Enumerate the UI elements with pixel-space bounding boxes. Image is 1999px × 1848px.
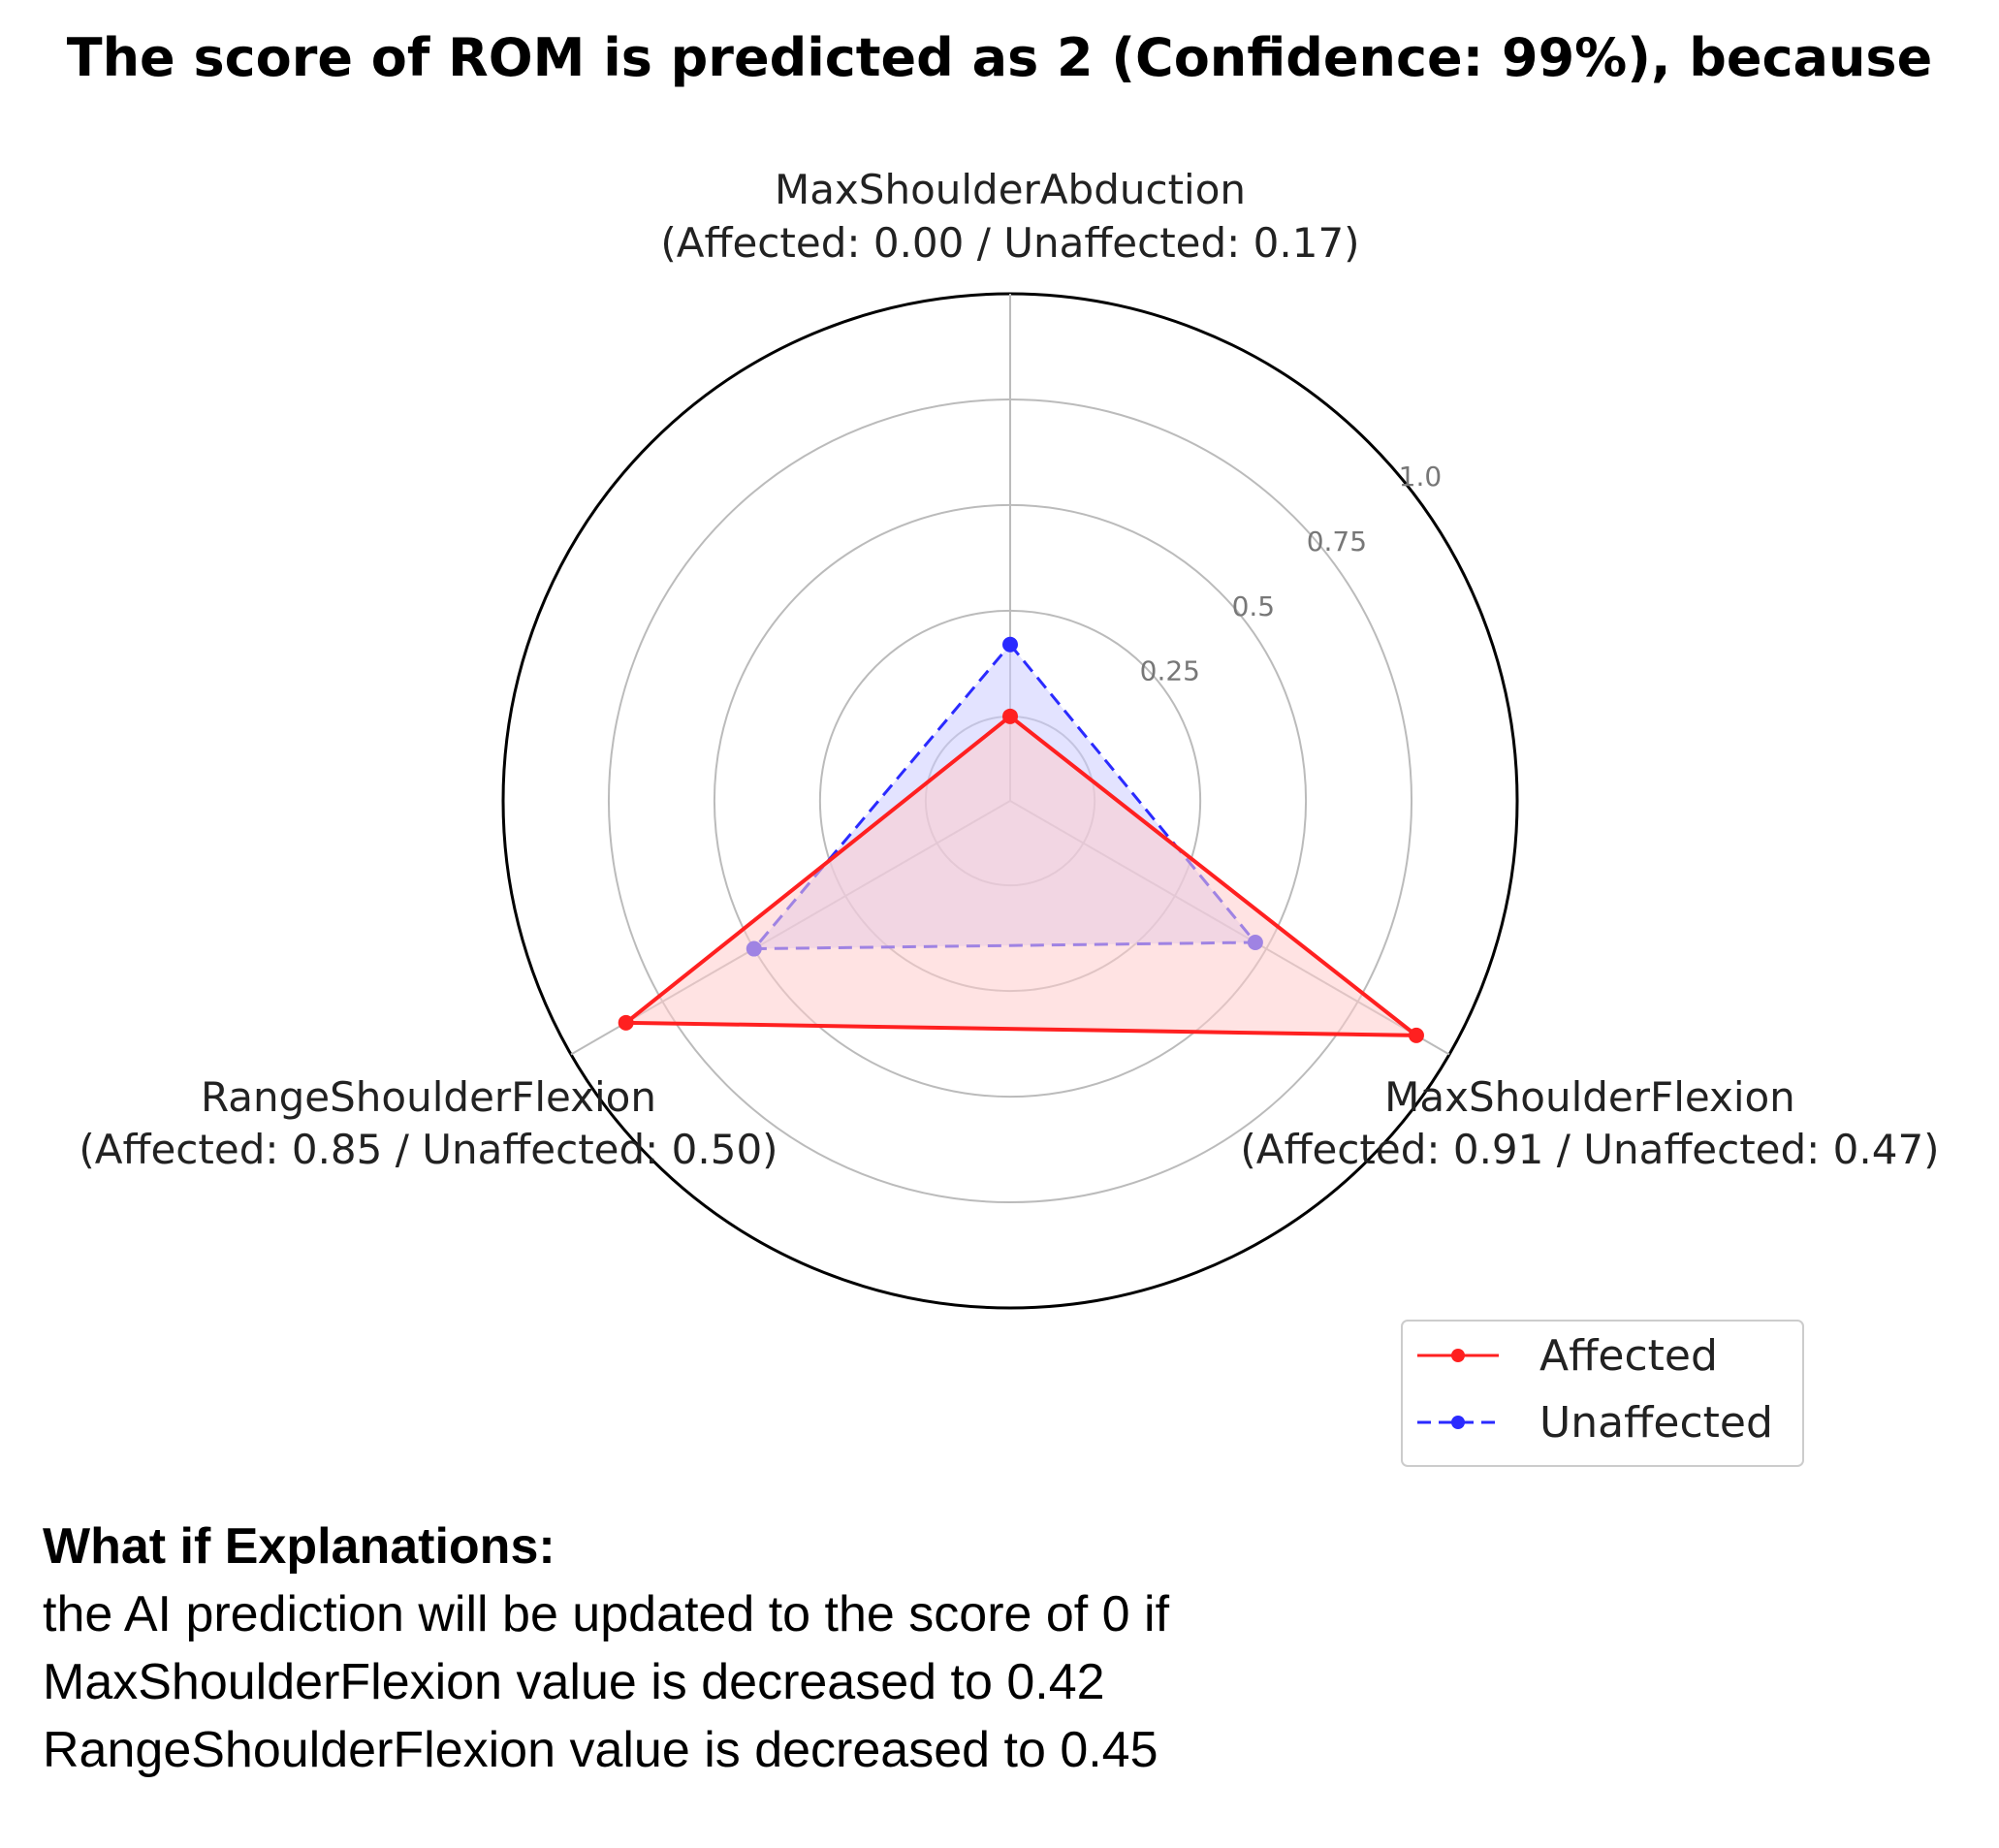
chart-title: The score of ROM is predicted as 2 (Conf…	[67, 27, 1932, 88]
series-point-affected-2	[618, 1014, 634, 1031]
axis-name-2: RangeShoulderFlexion	[201, 1073, 656, 1121]
radar-series	[618, 636, 1424, 1043]
radar-tick-label-0: 0.25	[1140, 655, 1200, 687]
radar-tick-label-1: 0.5	[1232, 590, 1276, 622]
series-fill-affected	[625, 716, 1416, 1036]
axis-detail-2: (Affected: 0.85 / Unaffected: 0.50)	[79, 1126, 777, 1173]
series-line-affected	[620, 714, 1422, 1037]
explanation-heading: What if Explanations:	[43, 1518, 555, 1575]
radar-tick-label-2: 0.75	[1307, 526, 1367, 558]
explanation-line-1: the AI prediction will be updated to the…	[43, 1586, 1170, 1642]
axis-label-max-shoulder-flexion: MaxShoulderFlexion (Affected: 0.91 / Una…	[1240, 1073, 1939, 1173]
axis-label-max-shoulder-abduction: MaxShoulderAbduction (Affected: 0.00 / U…	[660, 166, 1359, 267]
explanation-line-3: RangeShoulderFlexion value is decreased …	[43, 1722, 1158, 1778]
legend-label-affected: Affected	[1539, 1331, 1718, 1381]
radar-chart: The score of ROM is predicted as 2 (Conf…	[67, 27, 1940, 1467]
legend-marker-unaffected	[1451, 1416, 1465, 1429]
series-line-unaffected	[750, 642, 1259, 951]
axis-label-range-shoulder-flexion: RangeShoulderFlexion (Affected: 0.85 / U…	[79, 1073, 777, 1173]
series-point-unaffected-0	[1002, 636, 1018, 653]
series-point-affected-1	[1408, 1027, 1424, 1043]
what-if-explanation: What if Explanations: the AI prediction …	[43, 1513, 1933, 1784]
radar-tick-label-3: 1.0	[1399, 461, 1443, 493]
axis-name-0: MaxShoulderAbduction	[775, 166, 1246, 213]
radar-ticks: 0.25 0.5 0.75 1.0	[1140, 461, 1443, 687]
legend-label-unaffected: Unaffected	[1539, 1398, 1773, 1448]
legend: Affected Unaffected	[1401, 1320, 1804, 1467]
series-point-affected-0	[1002, 708, 1018, 724]
legend-marker-affected	[1451, 1349, 1465, 1362]
axis-detail-0: (Affected: 0.00 / Unaffected: 0.17)	[660, 219, 1359, 267]
axis-detail-1: (Affected: 0.91 / Unaffected: 0.47)	[1240, 1126, 1939, 1173]
axis-name-1: MaxShoulderFlexion	[1384, 1073, 1795, 1121]
legend-box	[1401, 1320, 1804, 1467]
explanation-line-2: MaxShoulderFlexion value is decreased to…	[43, 1654, 1105, 1710]
